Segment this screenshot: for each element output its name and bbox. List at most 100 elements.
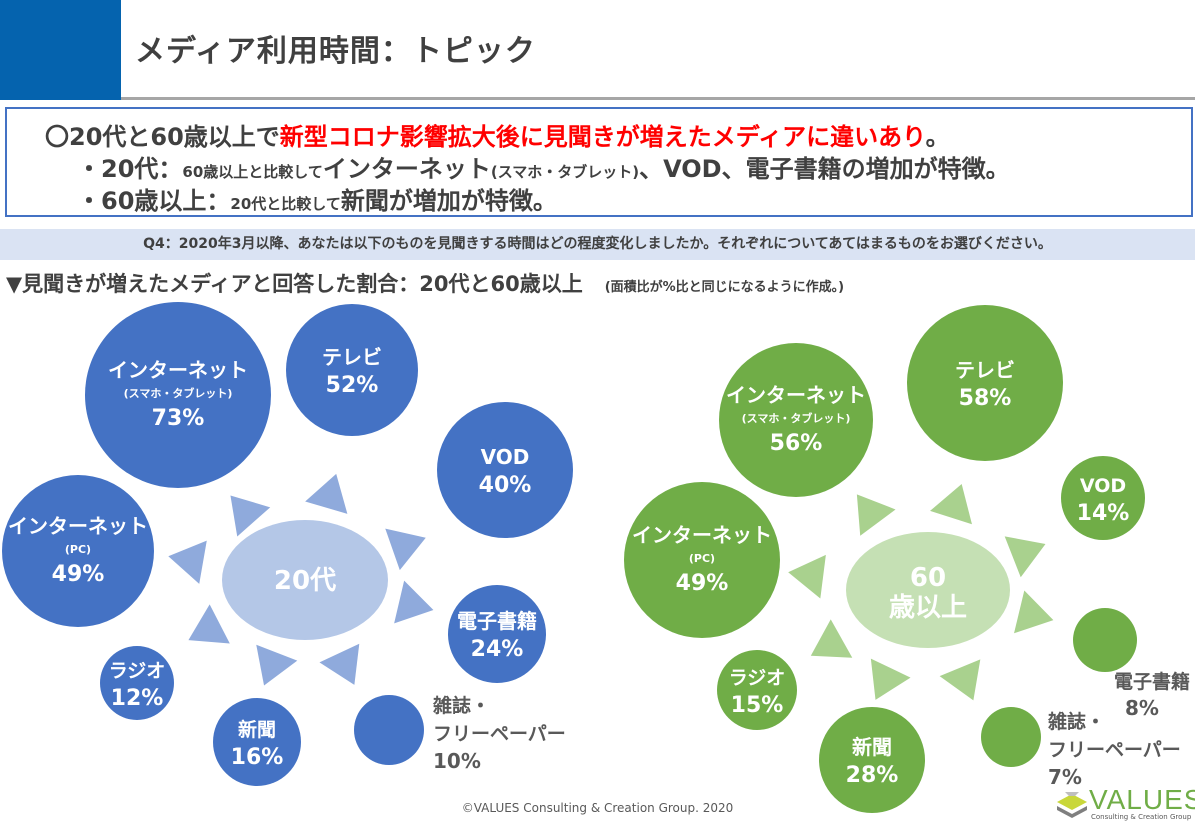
direction-triangle [319,643,360,685]
bubble-value: 12% [111,686,164,711]
bubble-7 [354,695,424,765]
bubble-4 [448,585,546,683]
subtitle-note: (面積比が%比と同じになるように作成。) [604,280,845,295]
bubble-label: テレビ [955,358,1015,382]
bubble-value: 28% [846,763,899,788]
logo-mark-icon [1057,792,1087,818]
logo-word: VALUES [1089,784,1195,815]
summary-text: インターネット [322,155,491,183]
chart-subtitle: ▼見聞きが増えたメディアと回答した割合：20代と60歳以上 (面積比が%比と同じに… [6,268,844,298]
direction-triangle [230,495,271,537]
summary-text: 新聞が増加が特徴。 [340,187,557,215]
bubble-label: テレビ [322,345,382,369]
bubble-2 [1061,456,1145,540]
bubble-value: 49% [52,562,105,587]
direction-triangle [188,604,230,644]
bubble-value: 16% [231,745,284,770]
bubble-value: 7% [1048,765,1082,789]
bubble-value: 8% [1125,696,1159,720]
bubble-value: 15% [731,693,784,718]
center-label: 歳以上 [889,593,967,623]
bubble-7 [981,707,1041,767]
bubble-6 [819,707,925,813]
bubble-value: 58% [959,386,1012,411]
bubble-label: インターネット [726,383,866,407]
bubble-3 [624,482,780,638]
bubble-sublabel: (PC) [689,552,715,565]
center-label: 60 [910,563,946,593]
page-title: メディア利用時間：トピック [135,34,536,69]
summary-box: 〇20代と60歳以上で新型コロナ影響拡大後に見聞きが増えたメディアに違いあり。 … [5,107,1193,217]
direction-triangle [385,528,426,571]
bubble-label: 新聞 [852,735,892,759]
bubble-label: VOD [1080,475,1126,497]
bubble-value: 14% [1077,501,1130,526]
center-ellipse [222,520,388,640]
direction-triangle [788,554,826,599]
question-bar: Q4：2020年3月以降、あなたは以下のものを見聞きする時間はどの程度変化しまし… [0,229,1195,260]
bubble-label: VOD [481,445,530,469]
bubble-label: ラジオ [729,667,786,689]
bubble-4 [1073,608,1137,672]
bubble-0 [85,302,271,488]
bubble-value: 56% [770,431,823,456]
summary-highlight: 新型コロナ影響拡大後に見聞きが増えたメディアに違いあり [279,123,926,151]
bubble-sublabel: (スマホ・タブレット) [742,411,851,425]
bubble-label: 雑誌・ [1047,710,1105,733]
bubble-1 [286,304,418,436]
direction-triangle [394,580,434,624]
bubble-value: 24% [471,637,524,662]
bubble-sublabel: (PC) [65,543,91,556]
bubble-5 [100,646,174,720]
bubble-0 [719,343,873,497]
bubble-5 [717,650,797,730]
bubble-label: 雑誌・ [432,694,490,717]
bubble-label: ラジオ [109,660,166,682]
summary-line-1: 〇20代と60歳以上で新型コロナ影響拡大後に見聞きが増えたメディアに違いあり。 [45,117,950,152]
bubble-3 [2,475,154,627]
bubble-label: インターネット [632,523,772,547]
direction-triangle [1014,590,1054,634]
center-ellipse [846,532,1010,648]
bubble-label: 新聞 [238,718,276,741]
summary-text: 。 [925,123,950,151]
bubble-sublabel: (スマホ・タブレット) [124,386,233,400]
bubble-label: インターネット [108,358,248,382]
bubble-label: フリーペーパー [1048,739,1181,761]
summary-text: (スマホ・タブレット) [490,163,640,181]
summary-text: 、VOD、電子書籍の増加が特徴。 [639,155,1010,183]
bubble-2 [437,402,573,538]
bubble-value: 10% [433,749,481,773]
bubble-value: 49% [676,571,729,596]
summary-text: 60歳以上と比較して [182,163,323,181]
bubble-value: 73% [152,406,205,431]
direction-triangle [168,540,207,584]
direction-triangle [870,658,911,700]
summary-text: 〇20代と60歳以上で [45,123,280,151]
bubble-label: 電子書籍 [1114,670,1190,693]
summary-text: ・60歳以上： [77,187,231,215]
header-divider [121,97,1195,100]
bubble-1 [907,305,1063,461]
summary-text: 20代と比較して [230,195,341,213]
bubble-label: 電子書籍 [457,609,537,633]
direction-triangle [939,659,981,701]
direction-triangle [930,484,972,525]
logo-tagline: Consulting & Creation Group [1091,813,1192,821]
direction-triangle [856,494,896,536]
direction-triangle [305,473,348,514]
bubble-value: 52% [326,373,379,398]
bubble-6 [213,698,301,786]
direction-triangle [1004,536,1046,578]
header-accent-block [0,0,121,100]
bubble-label: フリーペーパー [433,723,566,745]
summary-line-3: ・60歳以上：20代と比較して新聞が増加が特徴。 [77,181,557,216]
bubble-label: インターネット [8,514,148,538]
subtitle-text: ▼見聞きが増えたメディアと回答した割合：20代と60歳以上 [6,272,583,296]
summary-text: ・20代： [77,155,183,183]
center-label: 20代 [274,566,336,596]
direction-triangle [256,644,298,686]
direction-triangle [810,619,853,658]
bubble-value: 40% [479,473,532,498]
